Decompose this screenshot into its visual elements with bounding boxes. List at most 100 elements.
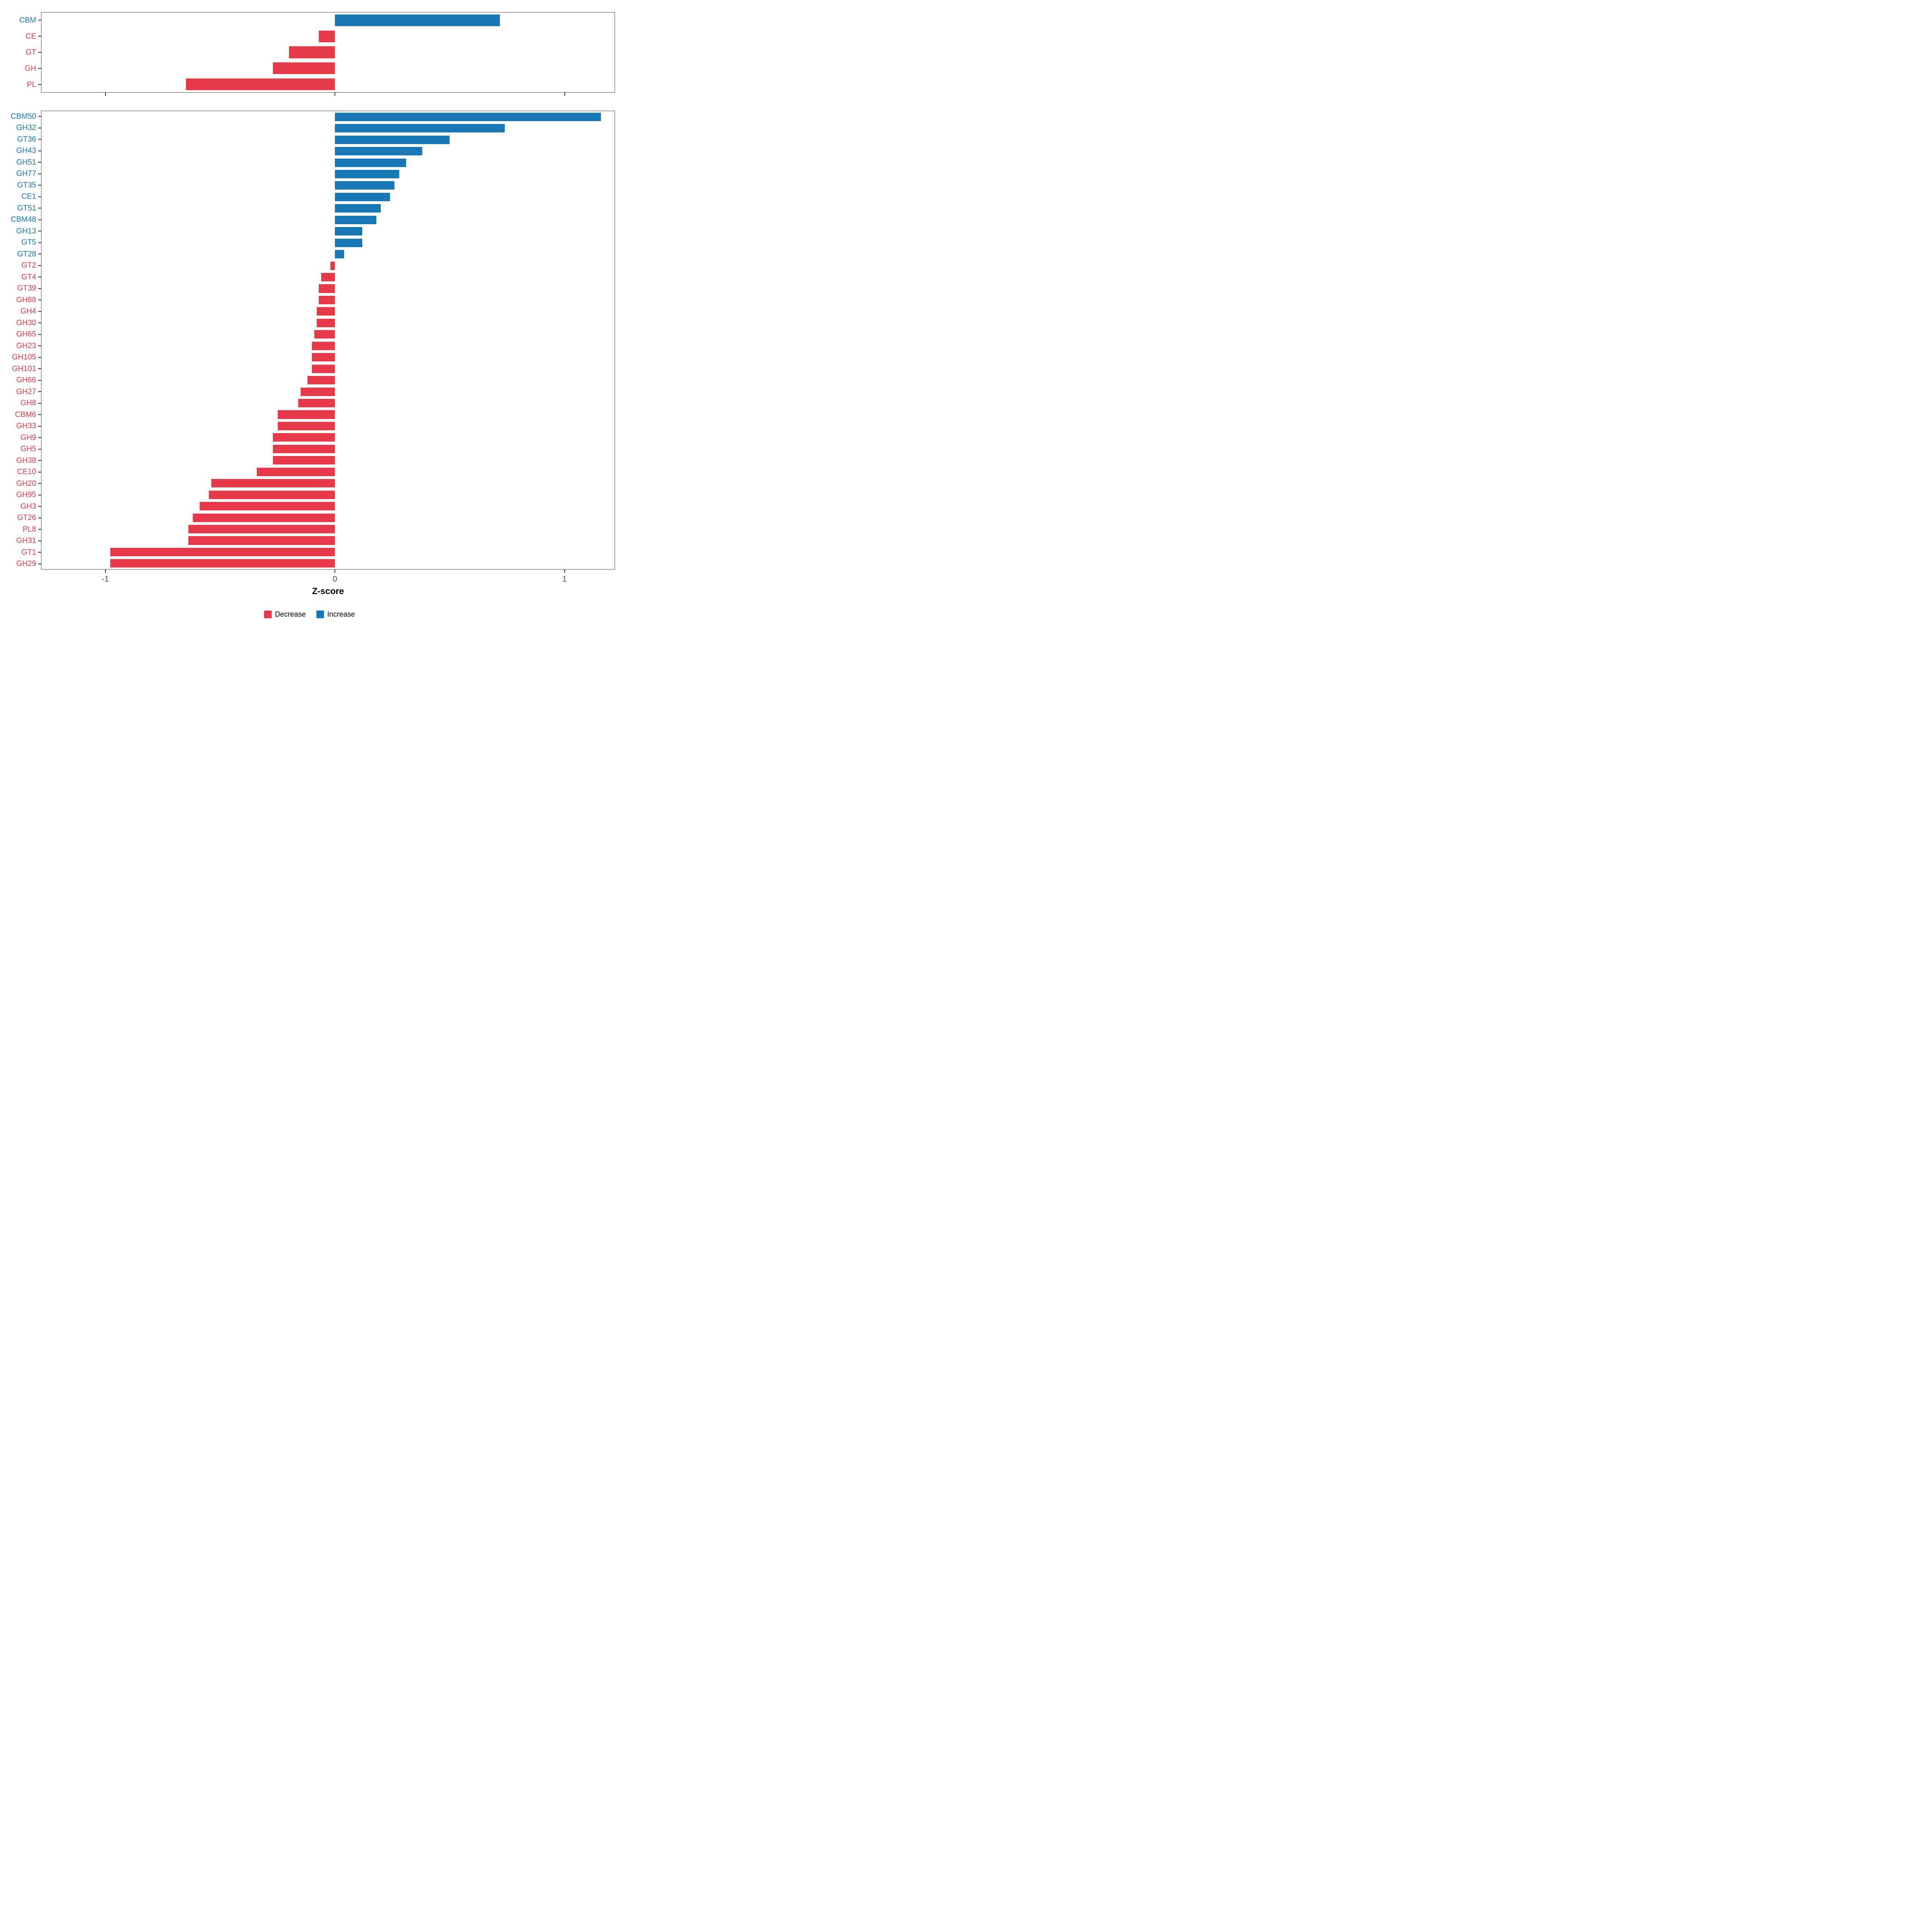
bar-GH29	[110, 559, 335, 568]
bar-row-GH33	[41, 420, 615, 431]
bar-row-GH38	[41, 455, 615, 466]
bar-row-GT1	[41, 546, 615, 557]
bar-row-GH32	[41, 122, 615, 134]
category-label-CBM50: CBM50	[10, 112, 36, 121]
y-tick	[38, 185, 41, 186]
category-label-PL8: PL8	[23, 525, 36, 534]
x-tick-1	[564, 93, 565, 96]
bar-PL8	[188, 525, 335, 534]
bar-row-GT5	[41, 237, 615, 248]
category-label-GH30: GH30	[16, 318, 36, 327]
x-tick--1	[105, 93, 106, 96]
bar-GH43	[335, 147, 422, 156]
category-label-GH4: GH4	[20, 307, 36, 316]
x-ticks-top	[41, 93, 615, 96]
legend-label-increase: Increase	[327, 610, 355, 618]
bar-row-GH20	[41, 478, 615, 489]
bar-GT	[289, 46, 335, 58]
bar-row-GH29	[41, 558, 615, 569]
x-axis-title-row: Z-score	[4, 585, 615, 597]
bar-row-GH101	[41, 363, 615, 374]
bar-row-GH4	[41, 306, 615, 317]
bar-GH23	[312, 341, 335, 350]
category-label-GH33: GH33	[16, 422, 36, 431]
category-label-GH88: GH88	[16, 295, 36, 304]
category-label-GT4: GT4	[21, 272, 36, 281]
y-tick	[38, 402, 41, 404]
bar-GT35	[335, 181, 395, 190]
bar-GT26	[192, 513, 335, 522]
category-label-CE10: CE10	[17, 468, 36, 477]
y-tick	[38, 448, 41, 450]
bar-GT5	[335, 238, 363, 247]
bar-row-CE10	[41, 466, 615, 477]
bar-GH13	[335, 227, 363, 236]
bar-row-GH95	[41, 489, 615, 500]
category-label-GH32: GH32	[16, 124, 36, 132]
x-tick-0	[334, 93, 336, 96]
category-label-GT51: GT51	[17, 204, 36, 213]
bar-row-GH5	[41, 443, 615, 454]
bar-GH33	[277, 421, 335, 430]
bar-row-GT	[41, 44, 615, 60]
bar-GH8	[298, 399, 335, 408]
category-label-GH43: GH43	[16, 147, 36, 155]
bar-CBM50	[335, 112, 601, 121]
category-label-GH27: GH27	[16, 387, 36, 396]
category-label-GH95: GH95	[16, 491, 36, 500]
y-tick	[38, 311, 41, 312]
axis-title-spacer	[4, 585, 41, 597]
y-tick	[38, 391, 41, 392]
plot-area-top	[41, 12, 615, 93]
bar-GT51	[335, 204, 381, 213]
category-label-GT28: GT28	[17, 250, 36, 258]
bar-GH4	[316, 307, 335, 316]
bar-GT2	[330, 261, 335, 270]
bar-CE10	[257, 467, 335, 476]
y-tick	[38, 84, 41, 85]
bar-row-GH31	[41, 535, 615, 546]
category-label-GH105: GH105	[12, 353, 36, 362]
y-tick	[38, 425, 41, 427]
y-tick	[38, 506, 41, 507]
plot-area-bottom	[41, 111, 615, 570]
bar-GH105	[312, 353, 335, 362]
y-tick	[38, 380, 41, 381]
y-tick	[38, 414, 41, 415]
y-tick	[38, 36, 41, 37]
bar-GH9	[273, 433, 335, 442]
category-label-GH101: GH101	[12, 364, 36, 373]
legend-item-decrease: Decrease	[264, 610, 306, 619]
category-label-CBM: CBM	[19, 16, 36, 25]
bar-CE1	[335, 192, 390, 201]
bar-GT39	[319, 284, 335, 293]
bar-row-GH77	[41, 168, 615, 180]
category-label-GH8: GH8	[20, 399, 36, 408]
bar-row-GH	[41, 60, 615, 76]
bar-GH95	[208, 490, 335, 499]
y-tick	[38, 219, 41, 220]
bar-row-GT28	[41, 248, 615, 260]
y-tick	[38, 265, 41, 266]
category-label-GH3: GH3	[20, 502, 36, 511]
y-tick	[38, 68, 41, 69]
y-axis-labels-top: CBM CE GT GH PL	[4, 12, 41, 93]
category-label-GT1: GT1	[21, 548, 36, 557]
bar-row-GH88	[41, 294, 615, 305]
y-tick	[38, 552, 41, 553]
y-tick	[38, 162, 41, 163]
category-label-GH51: GH51	[16, 158, 36, 167]
category-label-PL: PL	[27, 80, 36, 89]
bar-GH101	[312, 364, 335, 373]
bar-row-PL	[41, 76, 615, 92]
bar-CE	[319, 30, 335, 43]
y-tick	[38, 288, 41, 289]
y-tick	[38, 173, 41, 174]
bar-row-CE1	[41, 191, 615, 202]
bar-row-GT51	[41, 203, 615, 214]
bar-row-GH51	[41, 157, 615, 168]
y-tick	[38, 437, 41, 438]
category-label-CBM6: CBM6	[15, 410, 36, 419]
category-label-GH29: GH29	[16, 559, 36, 568]
bar-GT28	[335, 250, 344, 259]
